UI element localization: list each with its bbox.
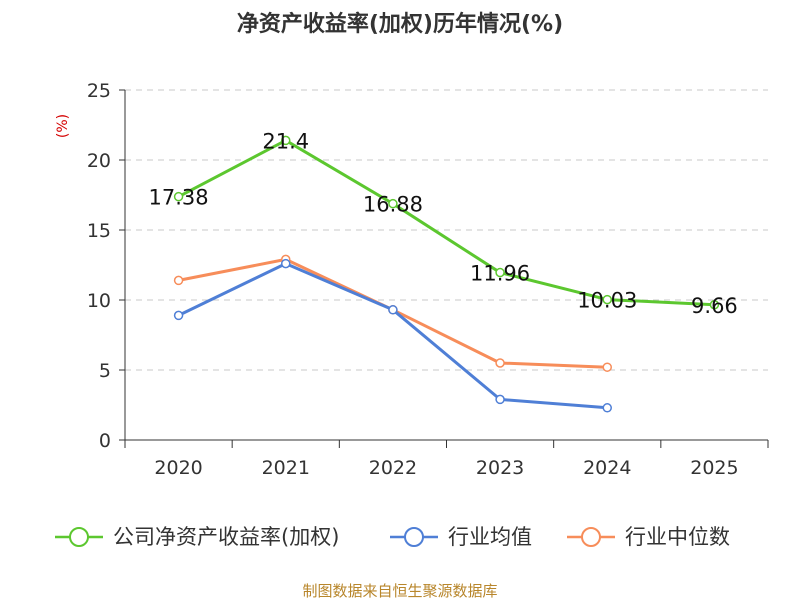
y-tick-label: 25 bbox=[87, 80, 111, 102]
legend-item[interactable]: 公司净资产收益率(加权) bbox=[55, 525, 339, 549]
y-tick-label: 5 bbox=[99, 360, 111, 382]
x-tick-label: 2023 bbox=[476, 457, 524, 479]
x-tick-label: 2022 bbox=[369, 457, 417, 479]
data-point[interactable] bbox=[173, 275, 184, 286]
y-tick-label: 0 bbox=[99, 430, 111, 452]
legend-label: 公司净资产收益率(加权) bbox=[113, 525, 339, 549]
legend-marker-icon bbox=[581, 527, 601, 547]
data-point[interactable] bbox=[388, 305, 398, 315]
legend-label: 行业均值 bbox=[448, 525, 532, 549]
data-point[interactable] bbox=[602, 294, 612, 305]
x-tick-label: 2024 bbox=[583, 457, 631, 479]
data-label: 9.66 bbox=[691, 294, 738, 318]
y-tick-label: 10 bbox=[87, 290, 111, 312]
source-note: 制图数据来自恒生聚源数据库 bbox=[302, 582, 497, 600]
legend-marker-icon bbox=[404, 527, 424, 547]
data-label: 10.03 bbox=[577, 289, 637, 313]
data-point[interactable] bbox=[281, 258, 291, 269]
y-tick-label: 20 bbox=[87, 150, 111, 172]
x-tick-label: 2021 bbox=[262, 457, 310, 479]
data-point[interactable] bbox=[495, 394, 505, 405]
data-point[interactable] bbox=[602, 403, 612, 413]
data-point[interactable] bbox=[709, 300, 720, 310]
data-label: 11.96 bbox=[470, 262, 530, 286]
data-label: 17.38 bbox=[149, 186, 209, 210]
data-point[interactable] bbox=[495, 358, 505, 368]
legend-item[interactable]: 行业中位数 bbox=[567, 525, 730, 549]
series-line bbox=[177, 262, 608, 410]
legend[interactable]: 公司净资产收益率(加权) 行业均值 行业中位数 bbox=[55, 525, 730, 549]
legend-label: 行业中位数 bbox=[625, 525, 730, 549]
data-label: 16.88 bbox=[363, 193, 423, 217]
data-point[interactable] bbox=[495, 267, 505, 278]
legend-item[interactable]: 行业均值 bbox=[390, 525, 532, 549]
x-tick-label: 2020 bbox=[154, 457, 202, 479]
data-point[interactable] bbox=[281, 135, 291, 146]
data-point[interactable] bbox=[388, 198, 398, 209]
data-label: 21.4 bbox=[262, 129, 309, 153]
data-point[interactable] bbox=[602, 362, 612, 372]
data-labels: 17.38 21.4 16.88 11.96 10.03 9.66 bbox=[149, 129, 738, 317]
y-tick-label: 15 bbox=[87, 220, 111, 242]
data-point[interactable] bbox=[173, 310, 184, 321]
data-point[interactable] bbox=[173, 191, 184, 202]
x-tick-label: 2025 bbox=[690, 457, 738, 479]
grid-lines bbox=[125, 89, 768, 371]
series-layer bbox=[173, 135, 720, 413]
series-line bbox=[177, 138, 715, 307]
chart-title: 净资产收益率(加权)历年情况(%) bbox=[237, 11, 563, 37]
legend-marker-icon bbox=[69, 527, 89, 547]
y-axis-unit: (%) bbox=[55, 114, 71, 138]
